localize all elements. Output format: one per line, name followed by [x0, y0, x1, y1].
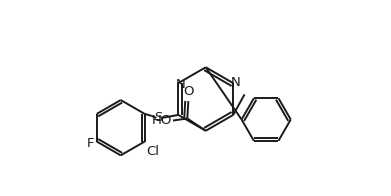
Text: HO: HO [152, 114, 172, 127]
Text: S: S [154, 112, 163, 124]
Text: N: N [231, 76, 241, 89]
Text: F: F [87, 137, 95, 150]
Text: O: O [183, 85, 194, 98]
Text: N: N [176, 78, 186, 91]
Text: Cl: Cl [147, 145, 160, 158]
